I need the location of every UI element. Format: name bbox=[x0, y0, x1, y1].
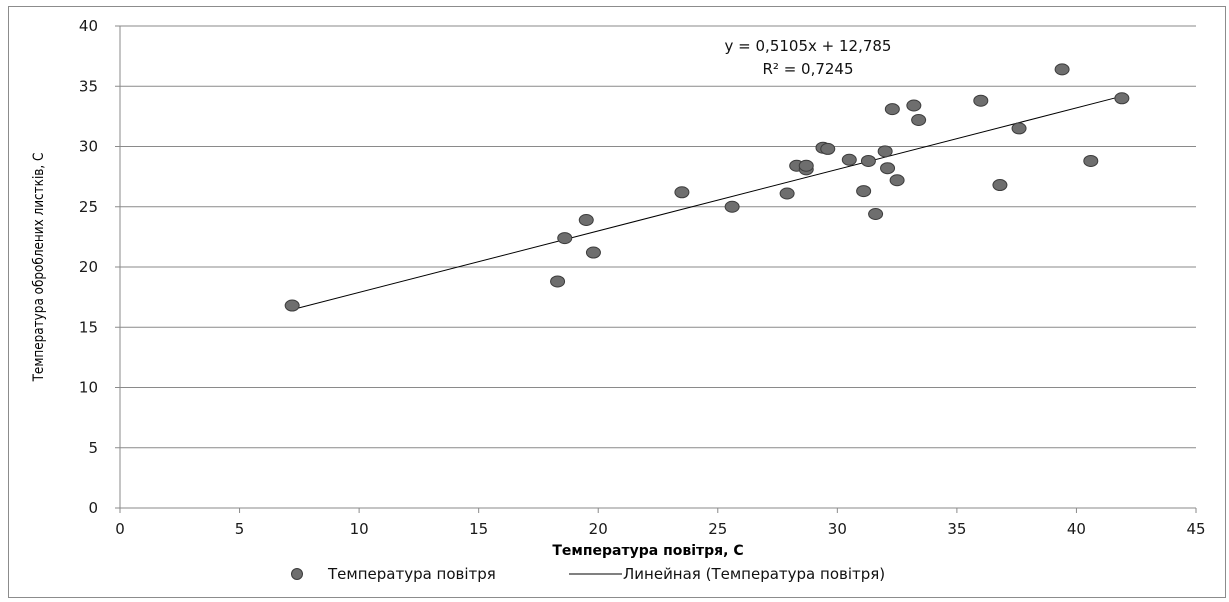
data-point bbox=[1083, 154, 1099, 167]
x-tick-label: 35 bbox=[947, 520, 966, 538]
data-point bbox=[820, 142, 836, 155]
x-tick-label: 25 bbox=[708, 520, 727, 538]
data-point bbox=[973, 94, 989, 107]
x-tick-labels: 0 5 10 15 20 25 30 35 40 45 bbox=[115, 520, 1205, 538]
data-point bbox=[856, 185, 872, 198]
data-point bbox=[550, 275, 566, 288]
data-point bbox=[1054, 63, 1070, 76]
y-tick-label: 30 bbox=[79, 138, 98, 156]
y-tick-label: 40 bbox=[79, 17, 98, 35]
data-point bbox=[868, 207, 884, 220]
trendline-equation: y = 0,5105x + 12,785 bbox=[725, 37, 892, 55]
data-point bbox=[585, 246, 601, 259]
x-tick-label: 20 bbox=[589, 520, 608, 538]
data-points bbox=[284, 63, 1130, 312]
data-point bbox=[880, 162, 896, 175]
data-point bbox=[724, 200, 740, 213]
data-point bbox=[884, 103, 900, 116]
data-point bbox=[860, 154, 876, 167]
x-tick-label: 0 bbox=[115, 520, 125, 538]
trendline bbox=[292, 95, 1123, 311]
y-tick-label: 20 bbox=[79, 258, 98, 276]
x-tick-label: 45 bbox=[1186, 520, 1205, 538]
x-tick-label: 5 bbox=[235, 520, 245, 538]
legend: Температура повітря Линейная (Температур… bbox=[291, 565, 885, 583]
y-tick-label: 0 bbox=[88, 499, 98, 517]
data-point bbox=[841, 153, 857, 166]
trendline-group bbox=[292, 95, 1123, 311]
y-tick-label: 5 bbox=[88, 439, 98, 457]
data-point bbox=[557, 232, 573, 245]
data-point bbox=[889, 174, 905, 187]
chart-frame bbox=[8, 6, 1226, 598]
x-tick-label: 40 bbox=[1067, 520, 1086, 538]
data-point bbox=[1011, 122, 1027, 135]
y-axis-title: Температура оброблених листків, С bbox=[31, 153, 47, 383]
data-point bbox=[1114, 92, 1130, 105]
x-tick-label: 10 bbox=[350, 520, 369, 538]
data-point bbox=[674, 186, 690, 199]
data-point bbox=[906, 99, 922, 112]
y-tick-label: 35 bbox=[79, 77, 98, 95]
data-point bbox=[877, 145, 893, 158]
x-axis-title: Температура повітря, С bbox=[552, 543, 743, 559]
y-tick-label: 10 bbox=[79, 379, 98, 397]
x-tick-label: 15 bbox=[469, 520, 488, 538]
x-tick-label: 30 bbox=[828, 520, 847, 538]
data-point bbox=[578, 214, 594, 227]
legend-marker-series bbox=[291, 568, 303, 580]
axes bbox=[115, 25, 1197, 513]
data-point bbox=[779, 187, 795, 200]
legend-label-series: Температура повітря bbox=[327, 565, 496, 583]
legend-label-trendline: Линейная (Температура повітря) bbox=[623, 565, 885, 583]
data-point bbox=[284, 299, 300, 312]
y-tick-label: 15 bbox=[79, 318, 98, 336]
data-point bbox=[992, 179, 1008, 192]
y-tick-labels: 0 5 10 15 20 25 30 35 40 bbox=[79, 17, 98, 517]
gridlines bbox=[120, 25, 1196, 449]
trendline-r-squared: R² = 0,7245 bbox=[762, 60, 853, 78]
data-point bbox=[911, 113, 927, 126]
data-point bbox=[798, 159, 814, 172]
y-tick-label: 25 bbox=[79, 198, 98, 216]
